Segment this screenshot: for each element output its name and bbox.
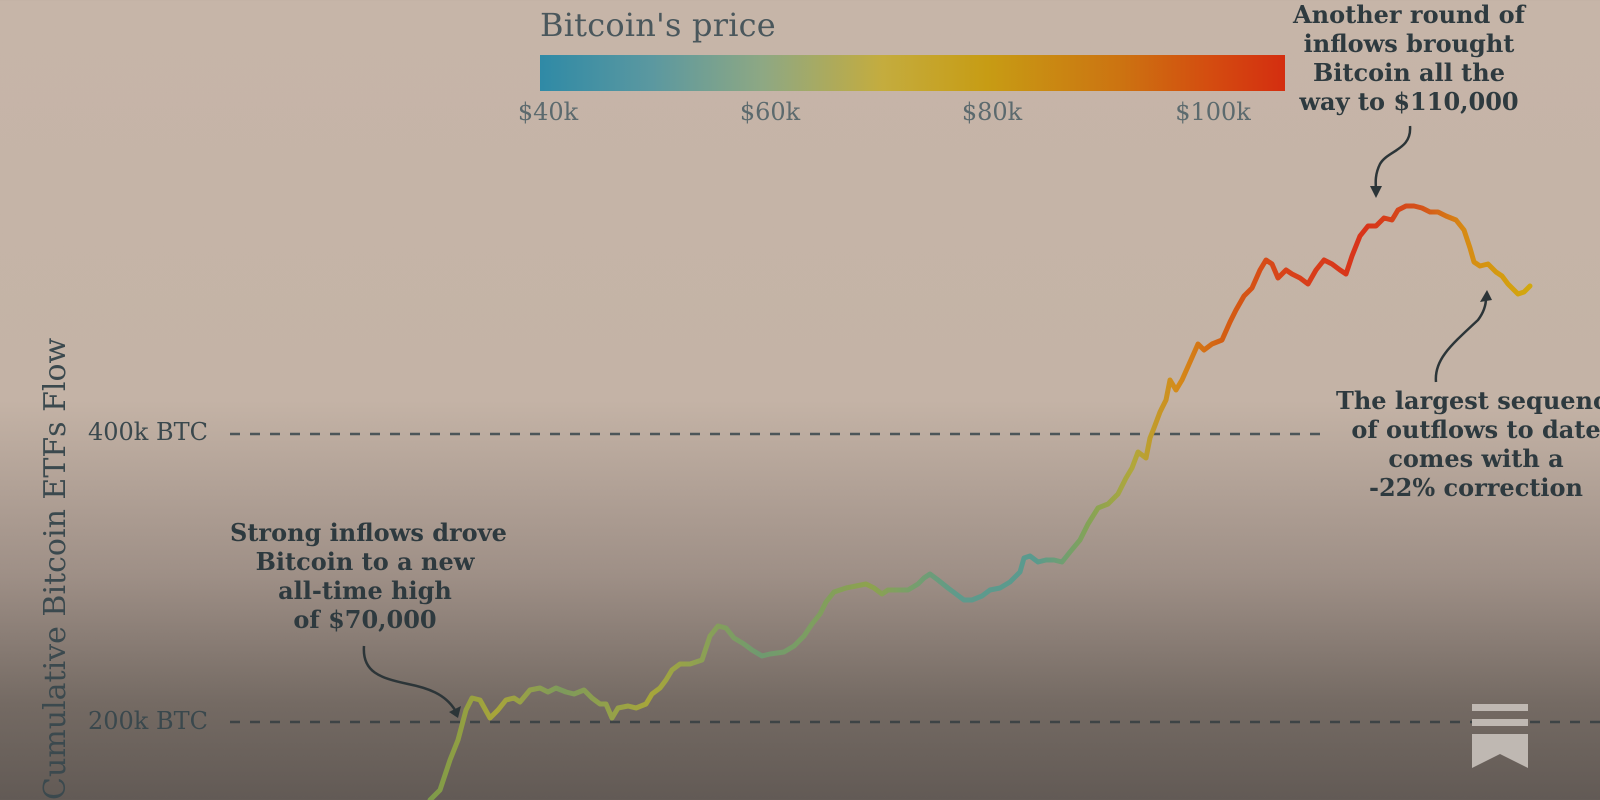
annotation-line: Another round of xyxy=(1293,0,1525,29)
annotation-line: Strong inflows drove xyxy=(230,518,507,547)
cumulative-flow-line xyxy=(427,203,1533,800)
annotation-line: The largest sequence xyxy=(1336,386,1600,415)
annotation-ath-70k: Strong inflows drove Bitcoin to a new al… xyxy=(230,518,507,634)
legend-title: Bitcoin's price xyxy=(540,6,776,44)
y-tick-400k: 400k BTC xyxy=(88,418,208,446)
bookmark-logo-icon xyxy=(1472,704,1528,768)
annotation-line: Bitcoin to a new xyxy=(255,547,475,576)
annotation-line: -22% correction xyxy=(1369,473,1583,502)
arrow-outflows xyxy=(1434,297,1488,383)
arrow-ath-70k xyxy=(362,645,457,711)
legend-tick-40k: $40k xyxy=(517,98,579,126)
annotation-outflows: The largest sequence of outflows to date… xyxy=(1336,386,1600,502)
annotation-line: inflows brought xyxy=(1303,29,1515,58)
legend-tick-100k: $100k xyxy=(1175,98,1251,126)
color-scale-bar xyxy=(540,55,1285,91)
annotation-line: of $70,000 xyxy=(293,605,437,634)
legend-tick-60k: $60k xyxy=(739,98,801,126)
annotation-peak-110k: Another round of inflows brought Bitcoin… xyxy=(1284,0,1534,116)
annotation-line: Bitcoin all the xyxy=(1313,58,1505,87)
y-tick-200k: 200k BTC xyxy=(88,707,208,735)
annotation-line: all-time high xyxy=(278,576,452,605)
annotation-line: comes with a xyxy=(1388,444,1564,473)
arrow-peak-110k xyxy=(1374,125,1412,191)
annotation-line: way to $110,000 xyxy=(1299,87,1519,116)
annotation-line: of outflows to date xyxy=(1351,415,1600,444)
legend-tick-80k: $80k xyxy=(961,98,1023,126)
